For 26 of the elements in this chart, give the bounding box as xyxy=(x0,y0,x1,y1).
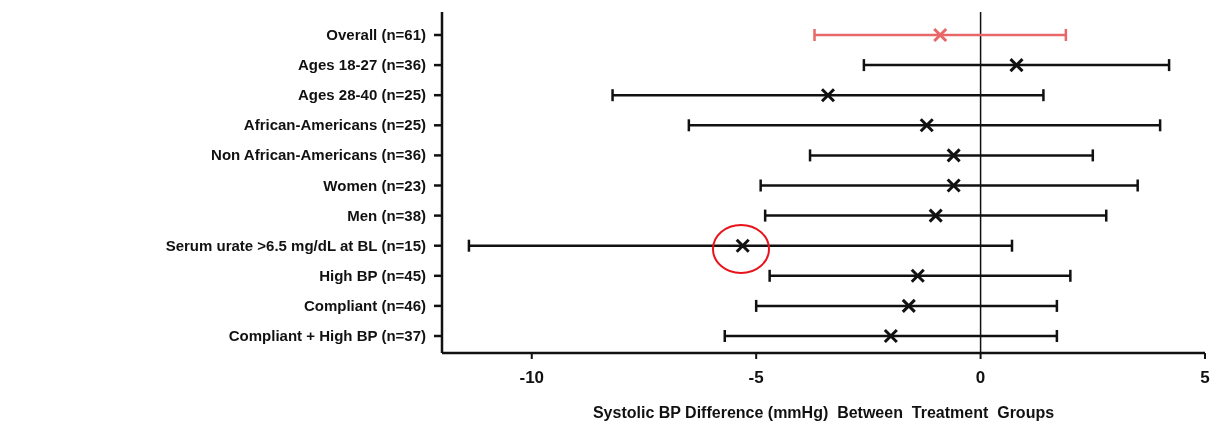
y-tick-label: Ages 18-27 (n=36) xyxy=(298,56,426,74)
point xyxy=(910,268,926,284)
x-tick-label: 0 xyxy=(975,368,986,387)
point xyxy=(1008,57,1024,73)
y-tick-label: Compliant + High BP (n=37) xyxy=(228,327,426,344)
x-tick-label: -5 xyxy=(748,368,764,387)
y-tick-label: Serum urate >6.5 mg/dL at BL (n=15) xyxy=(165,236,426,254)
x-tick-label: -10 xyxy=(519,368,545,387)
y-tick-label: Non African-Americans (n=36) xyxy=(211,146,426,164)
point xyxy=(883,328,899,344)
point xyxy=(928,208,944,224)
y-tick-label: African-Americans (n=25) xyxy=(243,116,426,134)
x-axis-title: Systolic BP Difference (mmHg) Between Treatment Groups xyxy=(592,404,1055,421)
x-tick-label: 5 xyxy=(1200,368,1210,387)
y-tick-label: Women (n=23) xyxy=(323,176,426,194)
point xyxy=(946,147,962,163)
point xyxy=(946,178,962,193)
y-tick-label: Men (n=38) xyxy=(347,206,426,224)
y-tick-label: Overall (n=61) xyxy=(326,26,426,43)
point xyxy=(901,298,917,314)
point xyxy=(919,117,935,133)
y-tick-label: Compliant (n=46) xyxy=(303,296,426,314)
point xyxy=(932,27,948,43)
y-tick-label: Ages 28-40 (n=25) xyxy=(298,86,426,104)
y-tick-label: High BP (n=45) xyxy=(319,266,426,284)
point xyxy=(820,87,836,103)
